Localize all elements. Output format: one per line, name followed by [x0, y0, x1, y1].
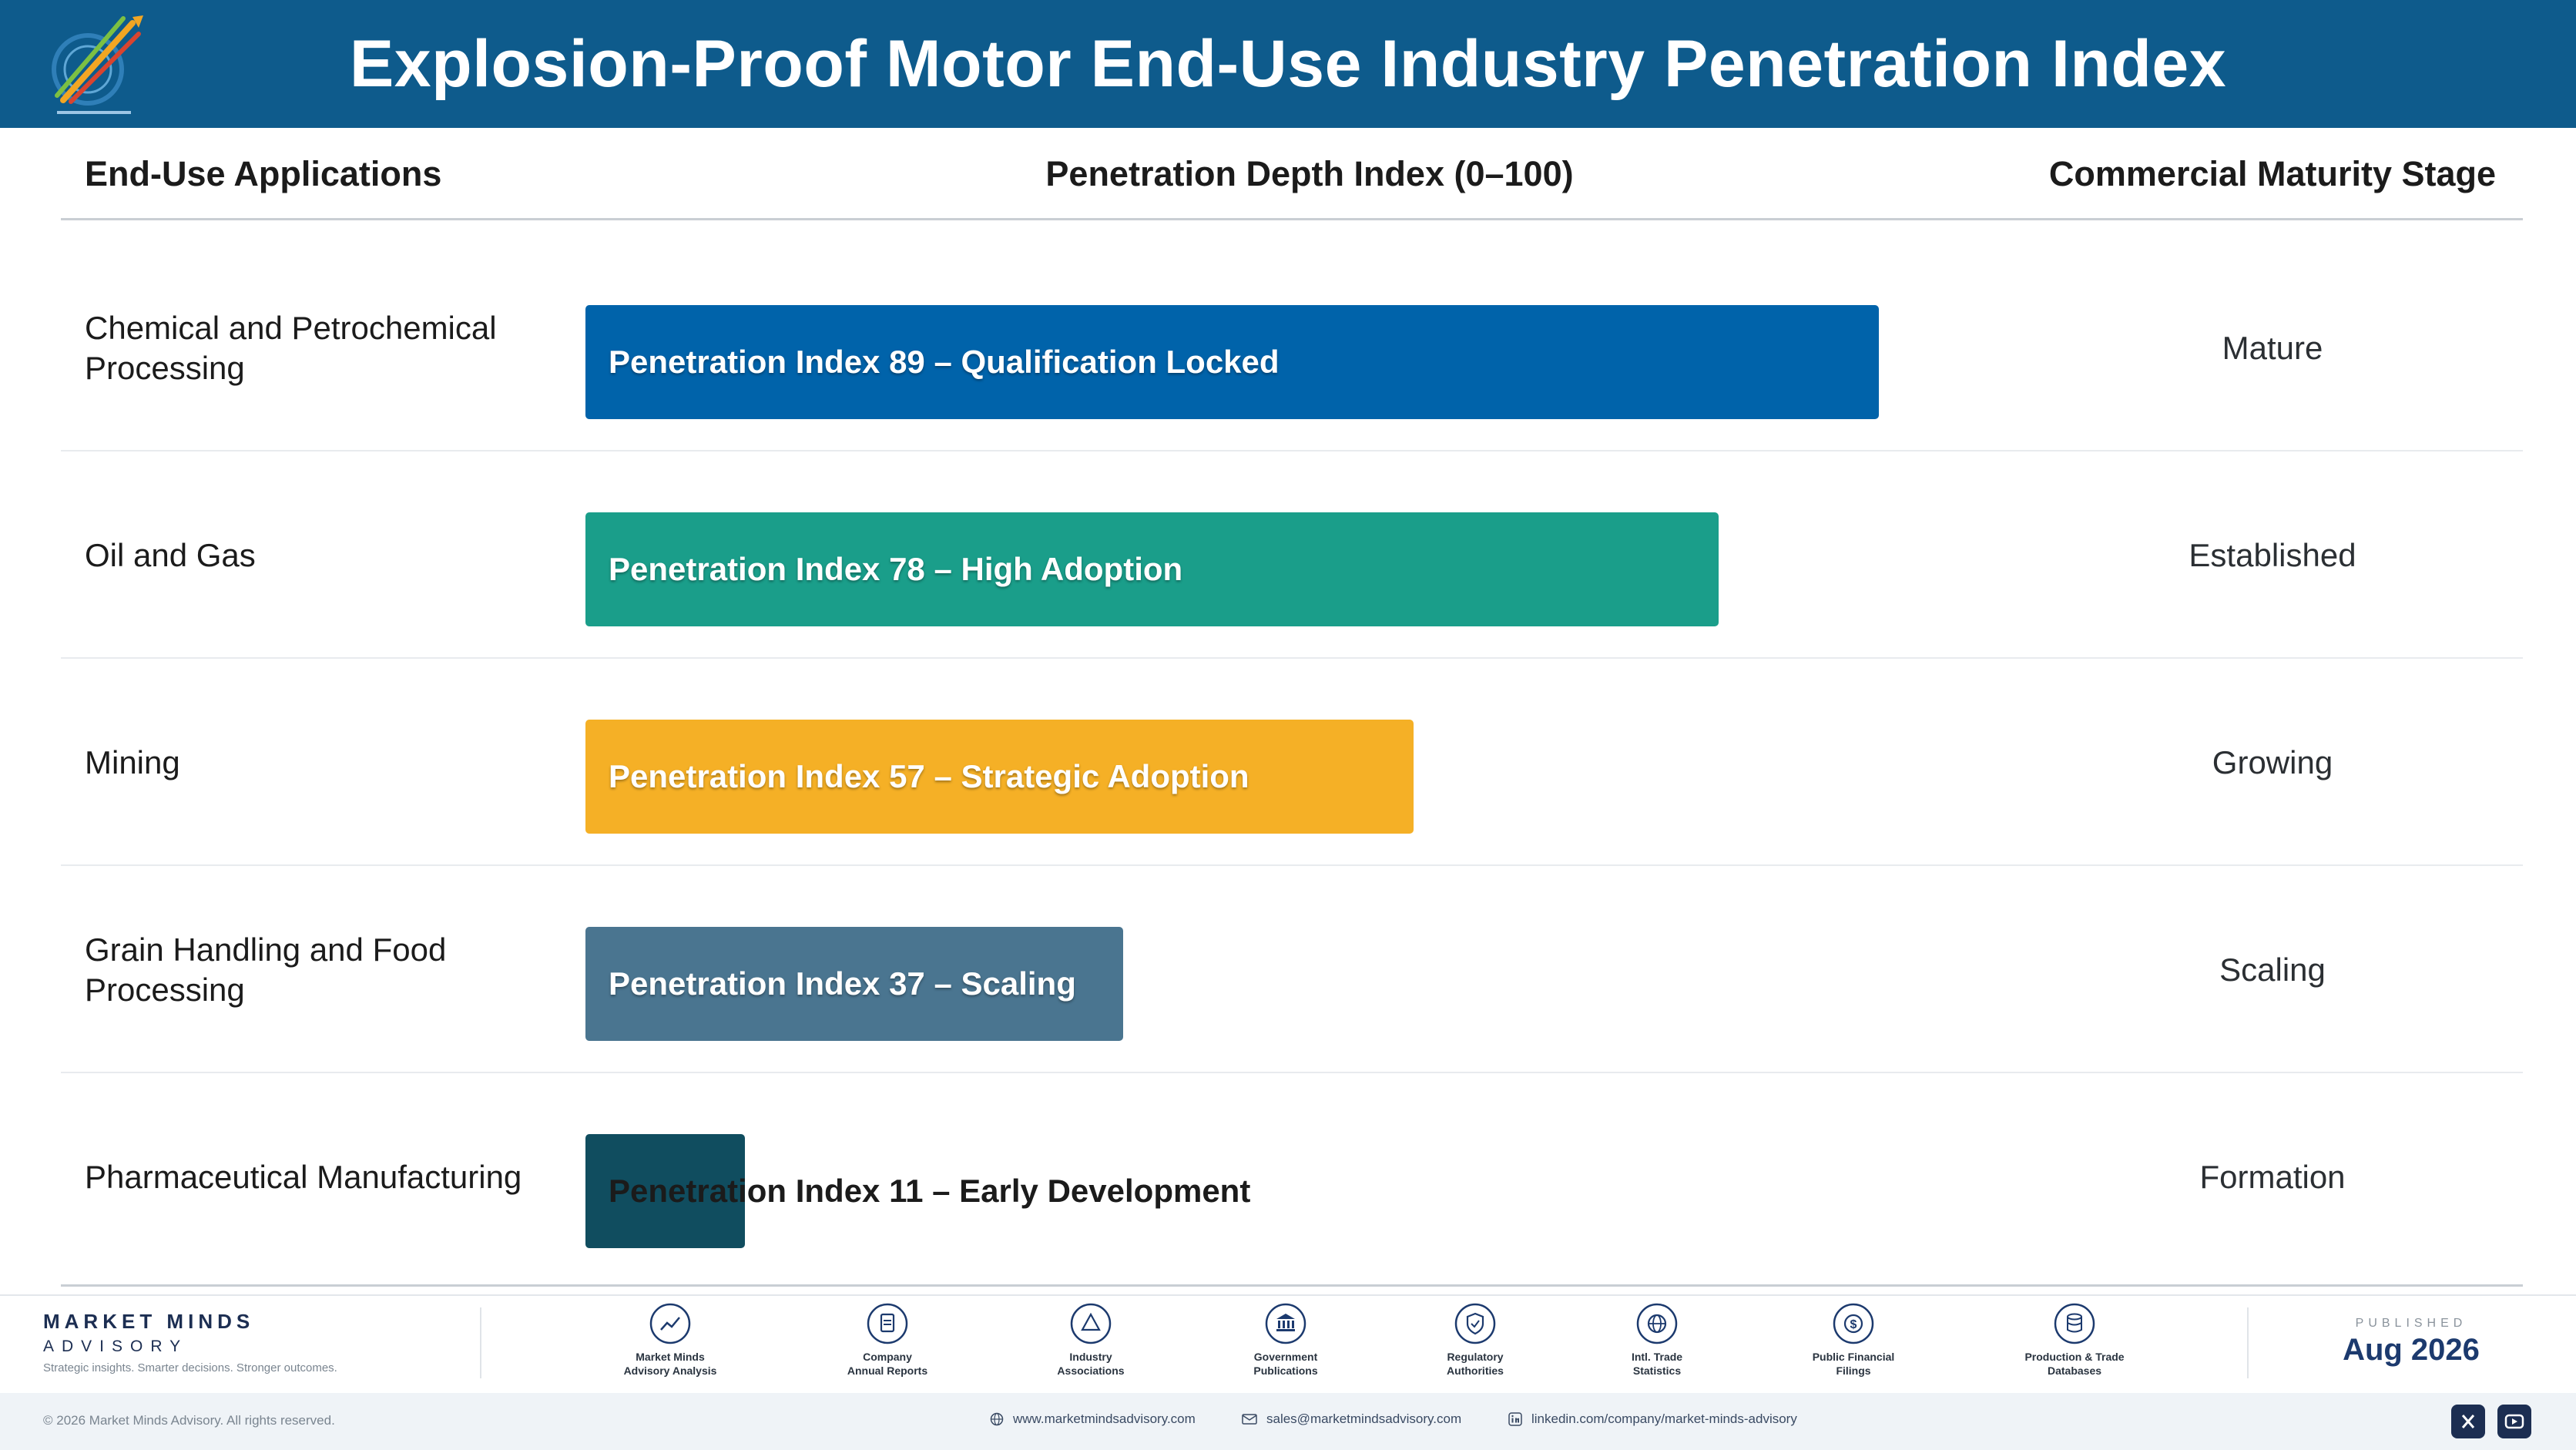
document-icon	[867, 1303, 908, 1344]
footer-contact-bar	[0, 1393, 2576, 1450]
youtube-icon	[2504, 1414, 2524, 1429]
copyright-text: © 2026 Market Minds Advisory. All rights…	[43, 1413, 335, 1428]
table-bottom-divider	[61, 1284, 2523, 1287]
mail-icon	[1242, 1414, 1257, 1425]
data-label: Penetration Index 57 – Strategic Adoptio…	[609, 758, 1249, 794]
footer-divider	[2247, 1307, 2249, 1378]
source-item: Regulatory Authorities	[1398, 1302, 1552, 1378]
source-label: Intl. Trade Statistics	[1631, 1351, 1683, 1377]
dollar-icon: $	[1833, 1303, 1874, 1344]
stage-label: Growing	[2212, 743, 2333, 780]
header-bar: Explosion-Proof Motor End-Use Industry P…	[0, 0, 2576, 128]
table-row: Oil and Gas Penetration Index 78 – High …	[61, 451, 2523, 659]
source-item: Industry Associations	[1014, 1302, 1168, 1378]
published-date: Aug 2026	[2343, 1333, 2480, 1367]
database-icon	[2054, 1303, 2095, 1344]
x-icon	[2461, 1415, 2475, 1428]
email-text: sales@marketmindsadvisory.com	[1266, 1411, 1462, 1426]
published-label: PUBLISHED	[2355, 1317, 2467, 1330]
footer-divider	[480, 1307, 481, 1378]
header-divider	[61, 218, 2523, 220]
source-label: Market Minds Advisory Analysis	[623, 1351, 717, 1377]
stage-label: Mature	[2222, 329, 2323, 366]
bar-oil-gas	[585, 512, 1719, 626]
company-logo	[52, 15, 143, 114]
website-text: www.marketmindsadvisory.com	[1013, 1411, 1196, 1426]
data-label: Penetration Index 37 – Scaling	[609, 965, 1076, 1002]
linkedin-icon	[1508, 1412, 1522, 1426]
brand-name: MARKET MINDS	[43, 1310, 255, 1333]
brand-tagline: Strategic insights. Smarter decisions. S…	[43, 1361, 337, 1374]
youtube-social-button[interactable]	[2497, 1405, 2531, 1438]
shield-icon	[1454, 1303, 1496, 1344]
bar-pharmaceutical	[585, 1134, 745, 1248]
category-label: Mining	[85, 743, 180, 780]
data-label: Penetration Index 89 – Qualification Loc…	[609, 344, 1280, 380]
category-label: Grain Handling and Food Processing	[85, 931, 447, 1008]
column-header-index: Penetration Depth Index (0–100)	[1045, 154, 1574, 193]
category-label: Pharmaceutical Manufacturing	[85, 1158, 522, 1195]
x-social-button[interactable]	[2451, 1405, 2485, 1438]
stage-label: Established	[2189, 536, 2356, 573]
source-label: Production & Trade Databases	[2024, 1351, 2125, 1377]
source-label: Company Annual Reports	[847, 1351, 928, 1377]
category-label: Chemical and Petrochemical Processing	[85, 309, 497, 386]
stage-label: Scaling	[2219, 951, 2326, 988]
source-item: Company Annual Reports	[810, 1302, 964, 1378]
linkedin-text: linkedin.com/company/market-minds-adviso…	[1531, 1411, 1797, 1426]
table-row: Chemical and Petrochemical Processing Pe…	[61, 244, 2523, 451]
source-label: Public Financial Filings	[1812, 1351, 1895, 1377]
network-icon	[1070, 1303, 1112, 1344]
table-row: Pharmaceutical Manufacturing Penetration…	[61, 1073, 2523, 1280]
data-label: Penetration Index 78 – High Adoption	[609, 551, 1183, 587]
trend-icon	[649, 1303, 691, 1344]
brand-subtitle: ADVISORY	[43, 1338, 189, 1355]
source-item: $ Public Financial Filings	[1776, 1302, 1930, 1378]
bar-grain-food	[585, 927, 1123, 1041]
bar-mining	[585, 720, 1414, 834]
data-label: Penetration Index 11 – Early Development	[609, 1173, 1251, 1209]
source-item: Government Publications	[1209, 1302, 1363, 1378]
table-row: Grain Handling and Food Processing Penet…	[61, 866, 2523, 1073]
row-divider	[61, 450, 2523, 451]
government-building-icon	[1265, 1303, 1306, 1344]
row-divider	[61, 657, 2523, 659]
email-link[interactable]: sales@marketmindsadvisory.com	[1242, 1411, 1461, 1427]
row-divider	[61, 864, 2523, 866]
source-label: Government Publications	[1253, 1351, 1318, 1377]
table-row: Mining Penetration Index 57 – Strategic …	[61, 659, 2523, 866]
column-header-stage: Commercial Maturity Stage	[2048, 154, 2497, 193]
source-item: Market Minds Advisory Analysis	[593, 1302, 747, 1378]
bar-chemical-petrochemical	[585, 305, 1879, 419]
source-item: Intl. Trade Statistics	[1580, 1302, 1734, 1378]
website-link[interactable]: www.marketmindsadvisory.com	[990, 1411, 1196, 1427]
source-label: Industry Associations	[1057, 1351, 1125, 1377]
stage-label: Formation	[2199, 1158, 2346, 1195]
globe-icon	[990, 1412, 1004, 1426]
source-item: Production & Trade Databases	[1997, 1302, 2152, 1378]
source-label: Regulatory Authorities	[1447, 1351, 1504, 1377]
linkedin-link[interactable]: linkedin.com/company/market-minds-adviso…	[1508, 1411, 1797, 1427]
row-divider	[61, 1072, 2523, 1073]
svg-text:$: $	[1850, 1318, 1857, 1331]
globe-icon	[1636, 1303, 1678, 1344]
column-header-applications: End-Use Applications	[85, 154, 442, 193]
page-title: Explosion-Proof Motor End-Use Industry P…	[349, 27, 2227, 101]
category-label: Oil and Gas	[85, 536, 256, 573]
